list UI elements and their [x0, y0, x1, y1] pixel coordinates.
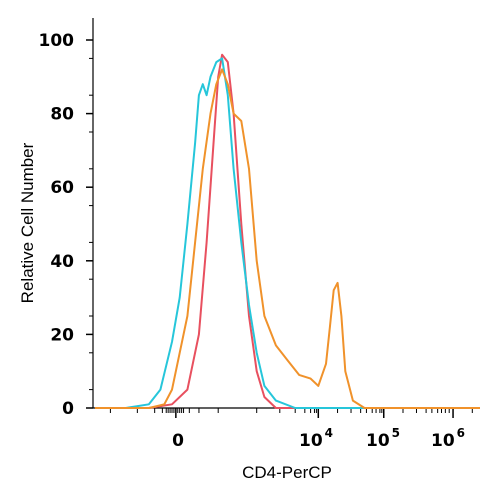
y-tick-label: 20: [50, 325, 74, 345]
y-axis-label: Relative Cell Number: [18, 142, 37, 303]
y-tick-label: 0: [62, 399, 74, 419]
series-line-3: [95, 68, 480, 409]
x-axis-label: CD4-PerCP: [242, 463, 332, 482]
y-tick-label: 40: [50, 252, 74, 272]
axes: [92, 18, 480, 409]
y-ticks: 0 20 40 60 80 100: [39, 31, 93, 419]
series-line-2: [95, 57, 480, 409]
series-layer: [95, 53, 480, 409]
y-tick-label: 60: [50, 178, 74, 198]
x-tick-label: 10 4: [299, 426, 333, 451]
series-line-1: [95, 53, 480, 409]
x-tick-labels: 0 10 4 10 5 10 6: [172, 426, 465, 451]
y-tick-label: 80: [50, 105, 74, 125]
x-tick-label: 10 6: [431, 426, 465, 451]
x-ticks: [109, 408, 473, 418]
y-tick-label: 100: [39, 31, 75, 51]
x-tick-label: 10 5: [366, 426, 400, 451]
x-tick-label: 0: [172, 431, 184, 451]
